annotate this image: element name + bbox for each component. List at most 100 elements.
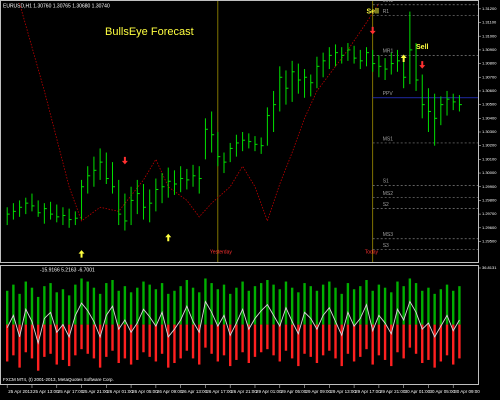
histogram-bar [309,324,312,357]
histogram-bar [36,324,40,371]
buy-arrow [78,250,85,258]
histogram-bar [315,290,319,325]
x-tick-label: 29 Apr 01:00 [256,389,282,394]
histogram-bar [359,286,362,325]
histogram-bar [396,324,399,353]
histogram-bar [266,280,269,325]
histogram-bar [458,286,461,325]
histogram-bar [129,292,133,325]
indicator-pane-frame [0,265,479,385]
histogram-bar [198,292,201,325]
histogram-bar [98,324,102,368]
histogram-bar [43,286,46,325]
histogram-bar [160,283,164,325]
histogram-bar [105,324,108,357]
y-tick-label: 1.29900 [482,184,497,189]
histogram-bar [80,324,83,350]
histogram-bar [328,324,331,351]
histogram-bar [390,324,393,367]
histogram-bar [216,324,220,362]
histogram-bar [173,324,176,364]
histogram-bar [148,324,151,357]
histogram-bar [414,283,418,325]
histogram-bar [284,281,288,325]
histogram-bar [408,324,412,348]
x-tick-label: 29 Apr 21:00 [380,389,406,394]
y-tick-label: 1.31200 [482,6,497,11]
histogram-bar [198,324,201,365]
histogram-bar [204,324,207,348]
signal-label: Sell [366,8,379,15]
histogram-bar [210,283,213,325]
histogram-bar [259,283,263,325]
histogram-bar [402,324,405,359]
histogram-bar [340,324,343,367]
pivot-label: MR1 [383,49,394,55]
histogram-bar [86,281,89,325]
histogram-bar [167,324,170,368]
y-tick-label: 1.30400 [482,115,497,120]
histogram-bar [92,287,96,325]
histogram-bar [123,286,127,325]
histogram-bar [167,293,170,325]
histogram-bar [179,286,182,325]
histogram-bar [383,324,387,360]
y-tick-label: 1.30900 [482,47,497,52]
histogram-bar [266,324,269,350]
histogram-bar [315,324,319,364]
histogram-bar [452,324,455,365]
histogram-bar [377,324,381,356]
histogram-bar [334,324,337,359]
histogram-bar [5,290,9,325]
x-tick-label: 26 Apr 01:00 [107,389,133,394]
histogram-bar [43,324,46,357]
indicator-header: -15.9166 5.2163 -6.7001 [40,267,95,273]
histogram-bar [346,283,350,325]
histogram-bar [253,286,257,325]
x-tick-label: 26 Apr 05:00 [132,389,158,394]
pivot-label: S2 [383,202,389,208]
histogram-bar [24,281,27,325]
indicator-line [6,300,460,345]
pivot-label: PPV [383,91,394,97]
histogram-bar [421,290,424,325]
histogram-bar [111,324,114,351]
histogram-bar [365,280,368,325]
histogram-bar [86,324,89,354]
histogram-bar [148,284,151,325]
histogram-bar [185,280,189,325]
histogram-bar [154,324,158,362]
histogram-bar [352,289,356,325]
histogram-bar [154,289,158,325]
histogram-bar [278,289,281,325]
x-tick-label: 29 Apr 17:00 [355,389,381,394]
histogram-bar [229,324,232,367]
y-tick-label: 1.30000 [482,170,497,175]
x-tick-label: 25 Apr 2013 [8,389,33,394]
x-tick-label: 30 Apr 05:00 [429,389,455,394]
footer: FXCM MT4, (t) 2001-2013, MetaQuotes Soft… [3,377,114,382]
signal-label: Sell [416,44,429,51]
x-tick-label: 25 Apr 17:00 [58,389,84,394]
symbol-header: EURUSD,H1 1.30760 1.30765 1.30680 1.3074… [3,3,110,9]
y-tick-label: 1.30100 [482,156,497,161]
pivot-label: S1 [383,179,389,185]
y-tick-label: 1.31000 [482,33,497,38]
histogram-bar [439,324,443,362]
histogram-bar [247,324,250,364]
histogram-bar [49,283,52,325]
histogram-bar [67,324,71,367]
histogram-bar [321,284,325,325]
y-tick-label: 1.30700 [482,74,497,79]
histogram-bar [272,284,275,325]
histogram-bar [445,324,449,356]
histogram-bar [173,290,176,325]
histogram-bar [55,324,58,365]
histogram-bar [284,324,288,351]
histogram-bar [371,290,374,325]
histogram-bar [377,284,381,325]
x-tick-label: 29 Apr 09:00 [306,389,332,394]
histogram-bar [334,287,337,325]
histogram-bar [191,324,195,359]
histogram-bar [340,293,343,325]
